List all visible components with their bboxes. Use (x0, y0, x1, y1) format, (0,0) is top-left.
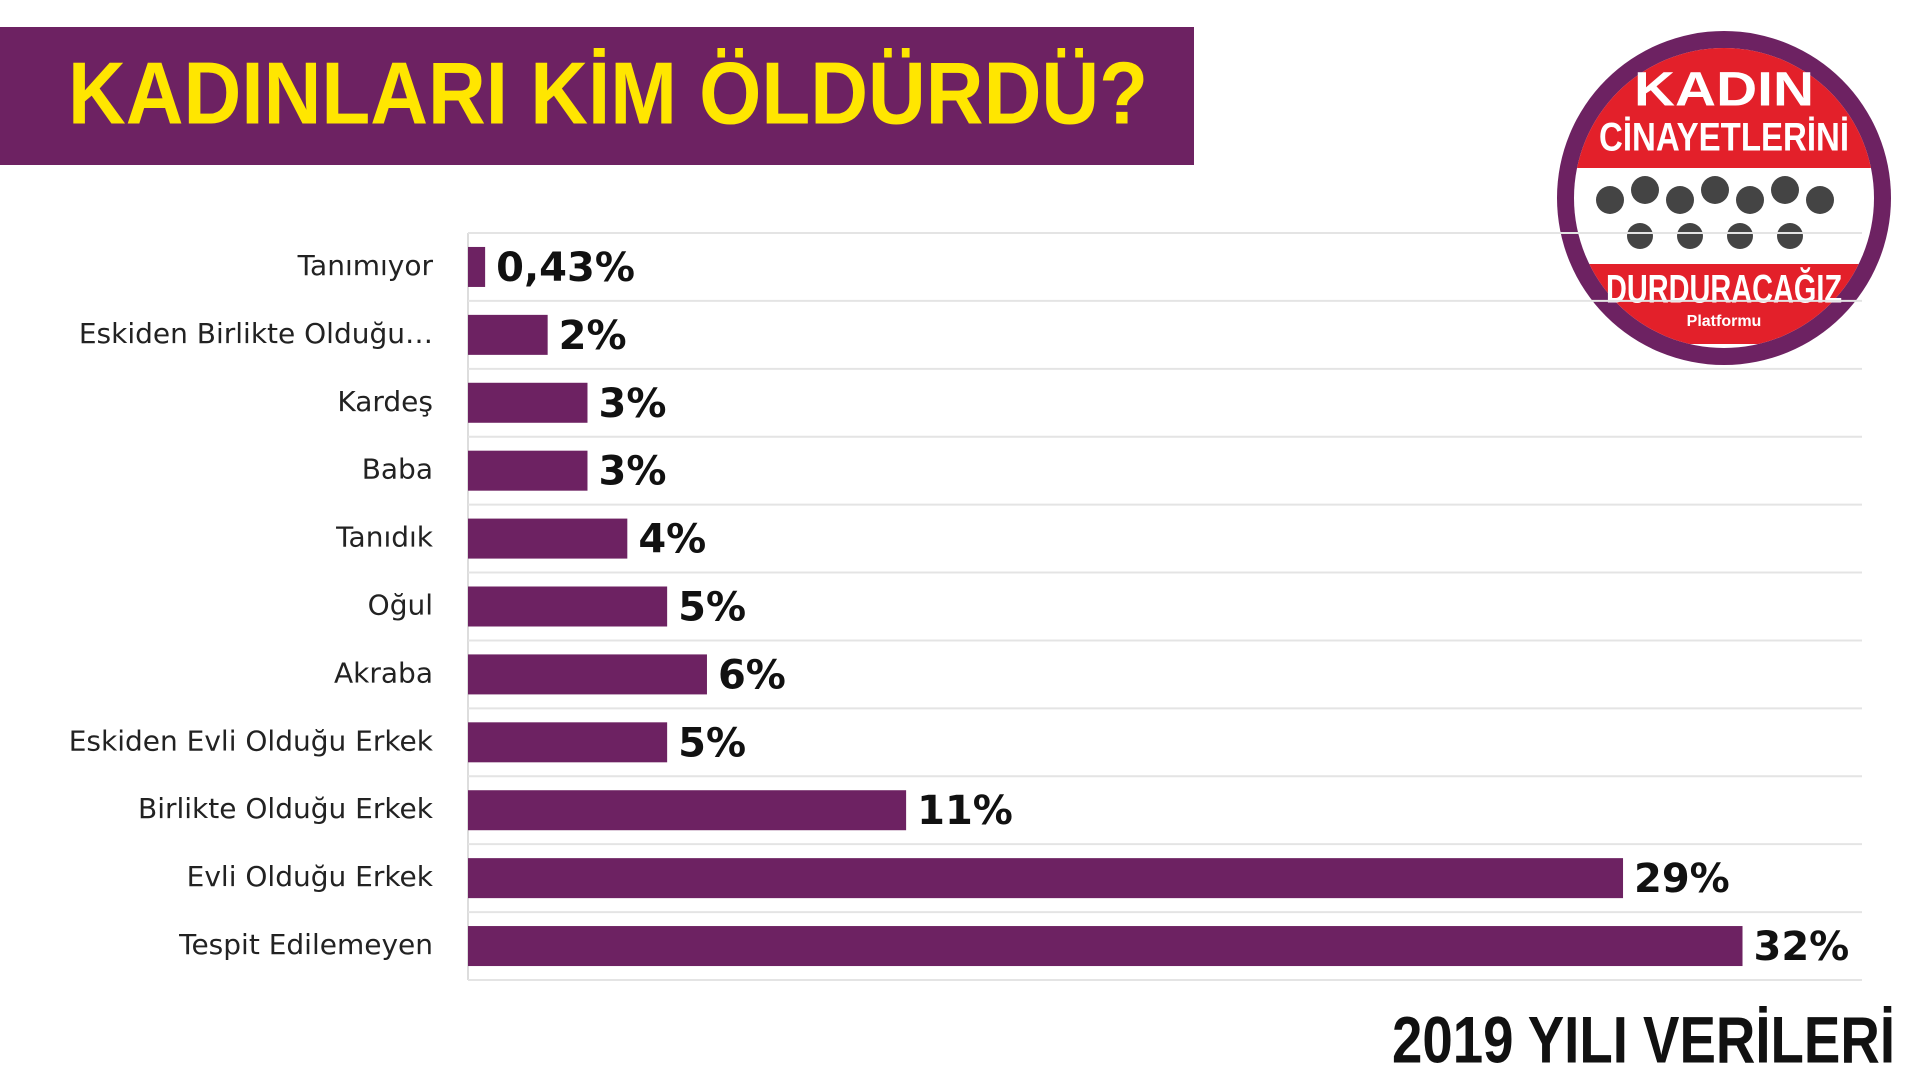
value-label: 5% (678, 585, 746, 631)
value-label: 0,43% (496, 245, 635, 291)
category-label: Evli Olduğu Erkek (187, 860, 434, 893)
chart-title: KADINLARI KİM ÖLDÜRDÜ? (68, 43, 1148, 142)
category-label: Birlikte Olduğu Erkek (138, 792, 434, 825)
value-label: 11% (917, 788, 1013, 834)
bar (468, 926, 1743, 967)
chart-subtitle: 2019 YILI VERİLERİ (1392, 1002, 1895, 1076)
bar (468, 586, 668, 627)
bar (468, 858, 1624, 899)
logo-text: DURDURACAĞIZ (1606, 266, 1842, 312)
bar (468, 314, 548, 355)
logo: KADIN CİNAYETLERİNİ DURDURACAĞIZ Platfor… (1557, 31, 1891, 365)
bar (468, 518, 628, 559)
value-label: 32% (1754, 924, 1850, 970)
logo-text: Platformu (1687, 313, 1762, 330)
value-label: 3% (598, 381, 666, 427)
value-label: 5% (678, 720, 746, 766)
title-banner (0, 27, 1194, 165)
category-label: Tanıdık (335, 521, 434, 554)
value-label: 4% (638, 517, 706, 563)
category-label: Kardeş (337, 385, 433, 418)
bar (468, 654, 707, 695)
bar (468, 246, 486, 287)
logo-text: CİNAYETLERİNİ (1599, 116, 1849, 160)
value-label: 29% (1634, 856, 1730, 902)
value-label: 6% (718, 652, 786, 698)
category-label: Eskiden Birlikte Olduğu… (79, 317, 433, 350)
value-label: 3% (598, 449, 666, 495)
bar (468, 722, 668, 763)
value-label: 2% (559, 313, 627, 359)
category-label: Tespit Edilemeyen (178, 928, 433, 961)
logo-text: KADIN (1634, 64, 1814, 117)
bar (468, 382, 588, 423)
logo-faces (1596, 176, 1834, 249)
category-label: Baba (362, 453, 433, 486)
bar (468, 450, 588, 491)
category-label: Oğul (368, 589, 433, 622)
category-label: Akraba (334, 656, 433, 689)
category-label: Eskiden Evli Olduğu Erkek (69, 724, 434, 757)
category-label: Tanımıyor (297, 249, 434, 282)
bar (468, 790, 907, 831)
